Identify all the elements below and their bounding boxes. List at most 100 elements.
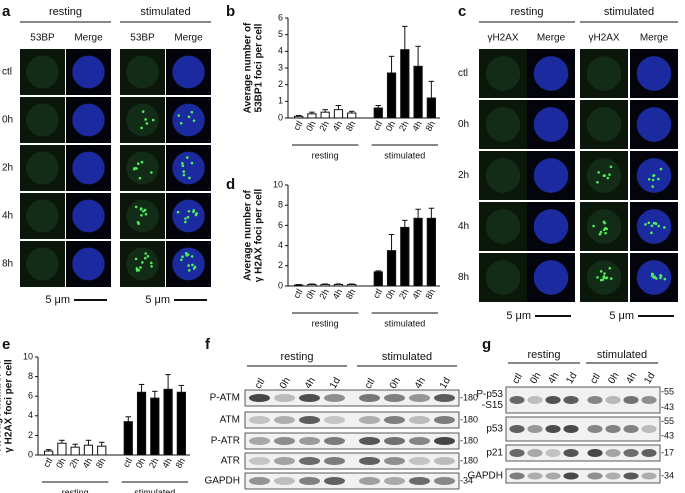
- row-label: GAPDH: [204, 476, 240, 487]
- focus: [180, 258, 183, 262]
- y-tick-label: 4: [28, 410, 33, 420]
- error-bar: [415, 45, 421, 67]
- y-axis-label: Average number of: [243, 189, 254, 280]
- error-bar: [402, 219, 408, 228]
- focus: [181, 164, 185, 168]
- error-bar: [388, 55, 395, 73]
- blot-band: [527, 472, 543, 480]
- y-tick-label: 2: [28, 430, 33, 440]
- blot-band: [249, 394, 270, 402]
- x-tick-label: 2h: [147, 456, 161, 470]
- group-label: stimulated: [384, 318, 425, 328]
- lane-label: 0h: [388, 376, 403, 391]
- focus: [134, 205, 138, 209]
- nucleus: [126, 103, 159, 137]
- focus: [659, 276, 662, 280]
- focus: [608, 173, 611, 176]
- bar: [123, 421, 133, 456]
- lane-label: 4h: [303, 376, 318, 391]
- row-label: ctl: [2, 67, 12, 78]
- channel-label: γH2AX: [588, 33, 619, 44]
- blot-band: [587, 396, 603, 404]
- blot-band: [563, 425, 579, 433]
- nucleus: [172, 103, 205, 137]
- size-marker: -55: [661, 387, 674, 397]
- blot-band: [384, 437, 405, 445]
- blot-band: [563, 449, 579, 457]
- y-axis-label: γ H2AX foci per cell: [4, 359, 15, 453]
- y-tick-label: 8: [278, 200, 283, 210]
- nucleus: [586, 209, 622, 244]
- focus: [592, 224, 595, 228]
- row-label: 4h: [458, 221, 469, 232]
- error-bar: [428, 207, 435, 219]
- x-tick-label: ctl: [291, 119, 304, 132]
- lane-label: ctl: [363, 377, 378, 391]
- blot-band: [274, 457, 295, 465]
- blot-band: [324, 457, 345, 465]
- channel-label: Merge: [640, 33, 669, 44]
- scale-label: 5 μm: [145, 294, 170, 306]
- blot-band: [299, 416, 320, 424]
- focus: [647, 177, 651, 181]
- focus: [133, 166, 137, 170]
- bar: [373, 271, 383, 287]
- error-bar: [348, 110, 355, 113]
- nucleus: [485, 107, 521, 142]
- x-tick-label: 2h: [397, 287, 411, 301]
- focus: [187, 210, 191, 213]
- x-tick-label: 8h: [173, 456, 187, 470]
- focus: [190, 110, 194, 114]
- group-label: resting: [510, 6, 543, 18]
- y-tick-label: 2: [278, 260, 283, 270]
- x-tick-label: 2h: [397, 119, 411, 133]
- nucleus: [126, 151, 159, 185]
- nucleus: [172, 247, 205, 281]
- blot-band: [324, 416, 345, 424]
- nucleus: [26, 55, 59, 89]
- error-bar: [152, 390, 158, 399]
- nucleus: [126, 55, 159, 89]
- row-label: GAPDH: [467, 471, 503, 482]
- channel-label: Merge: [174, 33, 203, 44]
- group-label: stimulated: [140, 6, 190, 18]
- y-tick-label: 0: [28, 449, 33, 459]
- group-label: stimulated: [384, 150, 425, 160]
- focus: [599, 230, 603, 234]
- size-marker: -180: [460, 414, 478, 424]
- panel-letter: e: [2, 336, 10, 353]
- lane-label: 1d: [564, 371, 579, 386]
- row-label: 0h: [2, 115, 13, 126]
- nucleus: [72, 103, 105, 137]
- group-label: stimulated: [604, 6, 654, 18]
- error-bar: [72, 443, 78, 448]
- blot-band: [509, 449, 525, 457]
- size-marker: -43: [661, 402, 674, 412]
- bar: [400, 49, 410, 119]
- focus: [176, 210, 180, 214]
- nucleus: [636, 56, 672, 91]
- bar: [347, 283, 357, 287]
- x-tick-label: ctl: [371, 119, 384, 132]
- x-tick-label: 0h: [384, 119, 398, 133]
- focus: [652, 174, 656, 177]
- focus: [604, 231, 607, 235]
- x-tick-label: 2h: [317, 287, 331, 301]
- focus: [644, 223, 647, 226]
- blot-band: [509, 425, 525, 433]
- focus: [139, 266, 142, 269]
- size-marker: -34: [460, 475, 473, 485]
- nucleus: [485, 260, 521, 295]
- blot-band: [587, 472, 603, 480]
- focus: [596, 181, 599, 184]
- focus: [150, 171, 153, 174]
- blot-band: [545, 425, 561, 433]
- blot-strip: [505, 468, 661, 484]
- y-tick-label: 4: [278, 46, 283, 56]
- nucleus: [485, 209, 521, 244]
- row-label: P-p53: [476, 389, 503, 400]
- error-bar: [375, 105, 382, 108]
- blot-band: [409, 477, 430, 485]
- focus: [182, 173, 186, 177]
- focus: [184, 220, 187, 224]
